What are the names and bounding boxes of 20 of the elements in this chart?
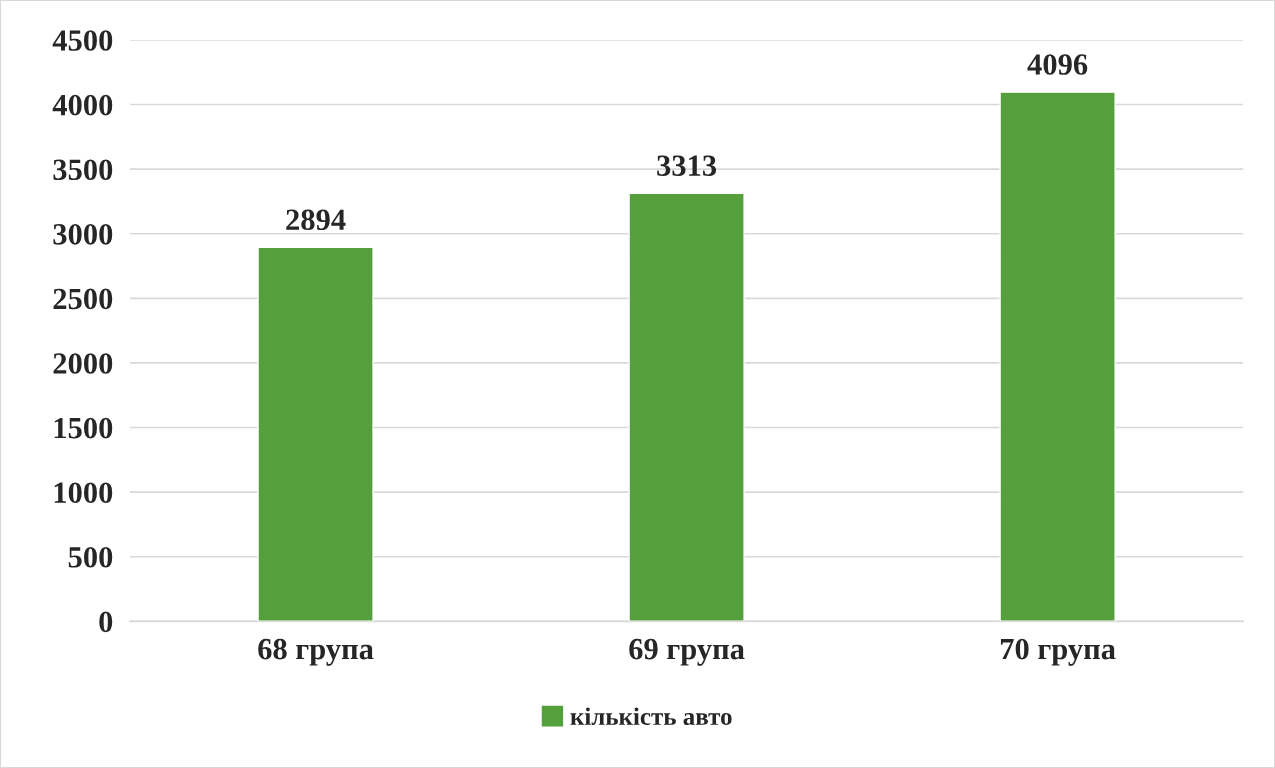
- x-tick-label: 69 група: [629, 638, 745, 666]
- y-tick-label: 4500: [52, 30, 113, 51]
- y-tick-label: 3000: [53, 224, 113, 245]
- data-label: 4096: [1027, 54, 1088, 75]
- y-tick-label: 2000: [53, 353, 113, 374]
- bar: [257, 246, 374, 622]
- y-tick-label: 1000: [54, 482, 113, 504]
- y-tick-label: 3500: [53, 159, 113, 181]
- bar: [628, 192, 745, 622]
- data-label: 3313: [657, 155, 717, 176]
- x-tick-label: 70 група: [1000, 638, 1116, 666]
- y-tick-label: 500: [68, 547, 113, 568]
- legend-label: кількість авто: [570, 707, 732, 726]
- bar: [999, 91, 1116, 622]
- data-label: 2894: [286, 209, 346, 231]
- x-tick-label: 68 група: [258, 638, 374, 666]
- y-tick-label: 4000: [52, 94, 113, 116]
- y-tick-label: 2500: [53, 288, 113, 310]
- y-tick-label: 1500: [54, 417, 113, 439]
- y-tick-label: 0: [99, 611, 113, 633]
